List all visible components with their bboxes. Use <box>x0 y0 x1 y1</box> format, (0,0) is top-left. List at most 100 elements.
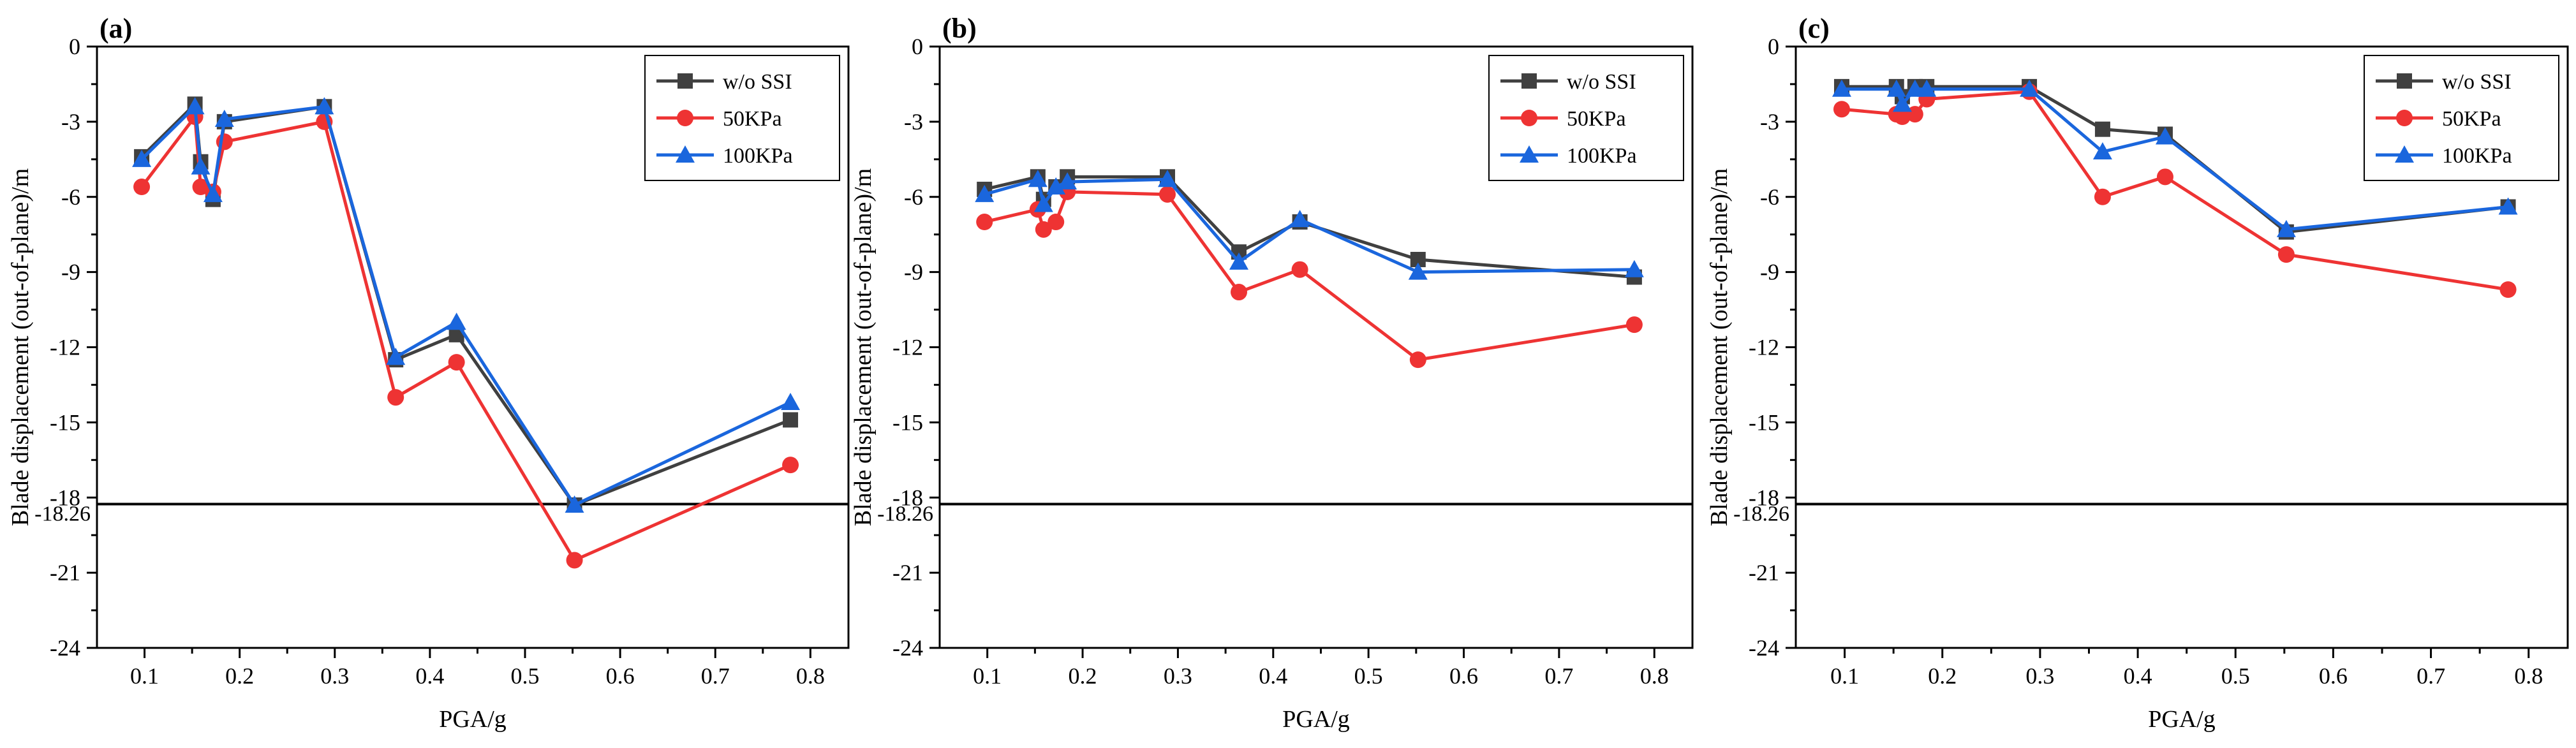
data-point <box>1229 252 1249 270</box>
y-tick-label: -12 <box>50 335 80 360</box>
x-tick-label: 0.5 <box>511 663 540 689</box>
legend-label: 50KPa <box>1567 107 1626 131</box>
y-tick-label: -18 <box>892 485 923 510</box>
legend-label: 100KPa <box>1567 144 1637 168</box>
data-point <box>1158 186 1176 203</box>
legend-marker <box>2395 145 2414 163</box>
y-axis-title: Blade displacement (out-of-plane)/m <box>7 168 34 526</box>
legend-marker <box>1520 145 1539 163</box>
data-point <box>2020 79 2039 97</box>
legend-marker <box>1521 110 1537 126</box>
y-tick-label: -12 <box>892 335 923 360</box>
y-tick-label: -21 <box>50 560 80 585</box>
y-tick-label: -18 <box>1749 485 1779 510</box>
data-point <box>1290 210 1310 228</box>
data-point <box>1833 101 1850 118</box>
data-point <box>2498 197 2518 215</box>
data-point <box>1291 261 1308 278</box>
x-tick-label: 0.7 <box>1544 663 1573 689</box>
y-tick-label: -21 <box>1749 560 1779 585</box>
data-point <box>781 392 801 410</box>
legend-label: 50KPa <box>723 107 782 131</box>
x-tick-label: 0.1 <box>973 663 1002 689</box>
legend-label: 100KPa <box>2442 144 2512 168</box>
data-point <box>2277 246 2295 263</box>
x-tick-label: 0.6 <box>606 663 635 689</box>
x-tick-label: 0.4 <box>1259 663 1287 689</box>
x-tick-label: 0.4 <box>415 663 444 689</box>
x-tick-label: 0.3 <box>320 663 349 689</box>
x-tick-label: 0.7 <box>2417 663 2445 689</box>
legend-label: 100KPa <box>723 144 793 168</box>
y-tick-label: -3 <box>904 109 923 135</box>
x-tick-label: 0.8 <box>1640 663 1669 689</box>
data-point <box>132 149 152 167</box>
x-tick-label: 0.5 <box>1354 663 1383 689</box>
data-point <box>565 495 584 513</box>
y-tick-label: 0 <box>69 34 80 59</box>
x-tick-label: 0.7 <box>701 663 730 689</box>
series-line-3 <box>984 177 1634 274</box>
legend-marker <box>1521 73 1537 89</box>
data-point <box>566 552 583 569</box>
data-point <box>2094 121 2110 137</box>
data-point <box>1046 177 1066 195</box>
x-tick-label: 0.5 <box>2221 663 2250 689</box>
data-point <box>1157 170 1177 187</box>
data-point <box>783 412 799 428</box>
x-axis-title: PGA/g <box>1282 706 1350 733</box>
y-tick-label: -15 <box>892 409 923 435</box>
data-point <box>1886 79 1906 97</box>
x-tick-label: 0.3 <box>1164 663 1192 689</box>
data-point <box>1409 351 1426 369</box>
data-point <box>1624 260 1644 277</box>
y-tick-label: -12 <box>1749 335 1779 360</box>
y-tick-label: -18 <box>50 485 80 510</box>
y-tick-label: -9 <box>61 260 80 285</box>
y-axis-title: Blade displacement (out-of-plane)/m <box>1706 168 1733 526</box>
data-point <box>782 457 799 474</box>
series-line-3 <box>140 105 792 507</box>
data-point <box>133 179 151 196</box>
x-tick-label: 0.6 <box>2319 663 2348 689</box>
data-point <box>185 97 205 115</box>
legend-label: w/o SSI <box>2442 70 2512 94</box>
data-point <box>203 184 223 202</box>
x-tick-label: 0.3 <box>2025 663 2054 689</box>
data-point <box>447 312 466 330</box>
data-point <box>191 157 211 175</box>
series-line-2 <box>984 190 1635 362</box>
x-axis-title: PGA/g <box>2148 706 2216 733</box>
data-point <box>1832 79 1851 97</box>
data-point <box>2156 168 2173 186</box>
data-point <box>448 354 465 371</box>
data-point <box>2094 188 2111 205</box>
reference-line-label: -18.26 <box>1733 502 1789 525</box>
panel-label: (a) <box>100 13 132 44</box>
legend-label: w/o SSI <box>1567 70 1636 94</box>
data-point <box>1408 262 1428 280</box>
y-tick-label: -24 <box>1749 635 1779 661</box>
legend-marker <box>677 73 693 89</box>
chart-panel-2: (b) 0 -3 -6 -9 -12 -15 -18 -21 -24 0.1 0.2 0.3 0.4 0.5… <box>850 13 1694 733</box>
y-tick-label: -6 <box>61 184 80 210</box>
legend-marker <box>677 110 693 126</box>
data-point <box>1033 194 1053 212</box>
x-tick-label: 0.8 <box>2514 663 2543 689</box>
data-point <box>2276 219 2296 237</box>
data-point <box>315 97 334 115</box>
data-point <box>1231 284 1248 301</box>
y-tick-label: -15 <box>1749 409 1779 435</box>
y-tick-label: -24 <box>892 635 923 661</box>
x-tick-label: 0.8 <box>796 663 825 689</box>
x-tick-label: 0.2 <box>1928 663 1957 689</box>
data-point <box>976 214 993 231</box>
y-axis-title: Blade displacement (out-of-plane)/m <box>850 168 877 526</box>
data-point <box>2155 127 2175 145</box>
y-tick-label: 0 <box>912 34 923 59</box>
x-tick-label: 0.2 <box>225 663 254 689</box>
panel-label: (b) <box>942 13 977 44</box>
chart-panel-3: (c) 0 -3 -6 -9 -12 -15 -18 -21 -24 0.1 0.2 0.3 0.4 0.5… <box>1706 13 2569 733</box>
data-point <box>2092 142 2112 160</box>
legend-marker <box>676 145 695 163</box>
